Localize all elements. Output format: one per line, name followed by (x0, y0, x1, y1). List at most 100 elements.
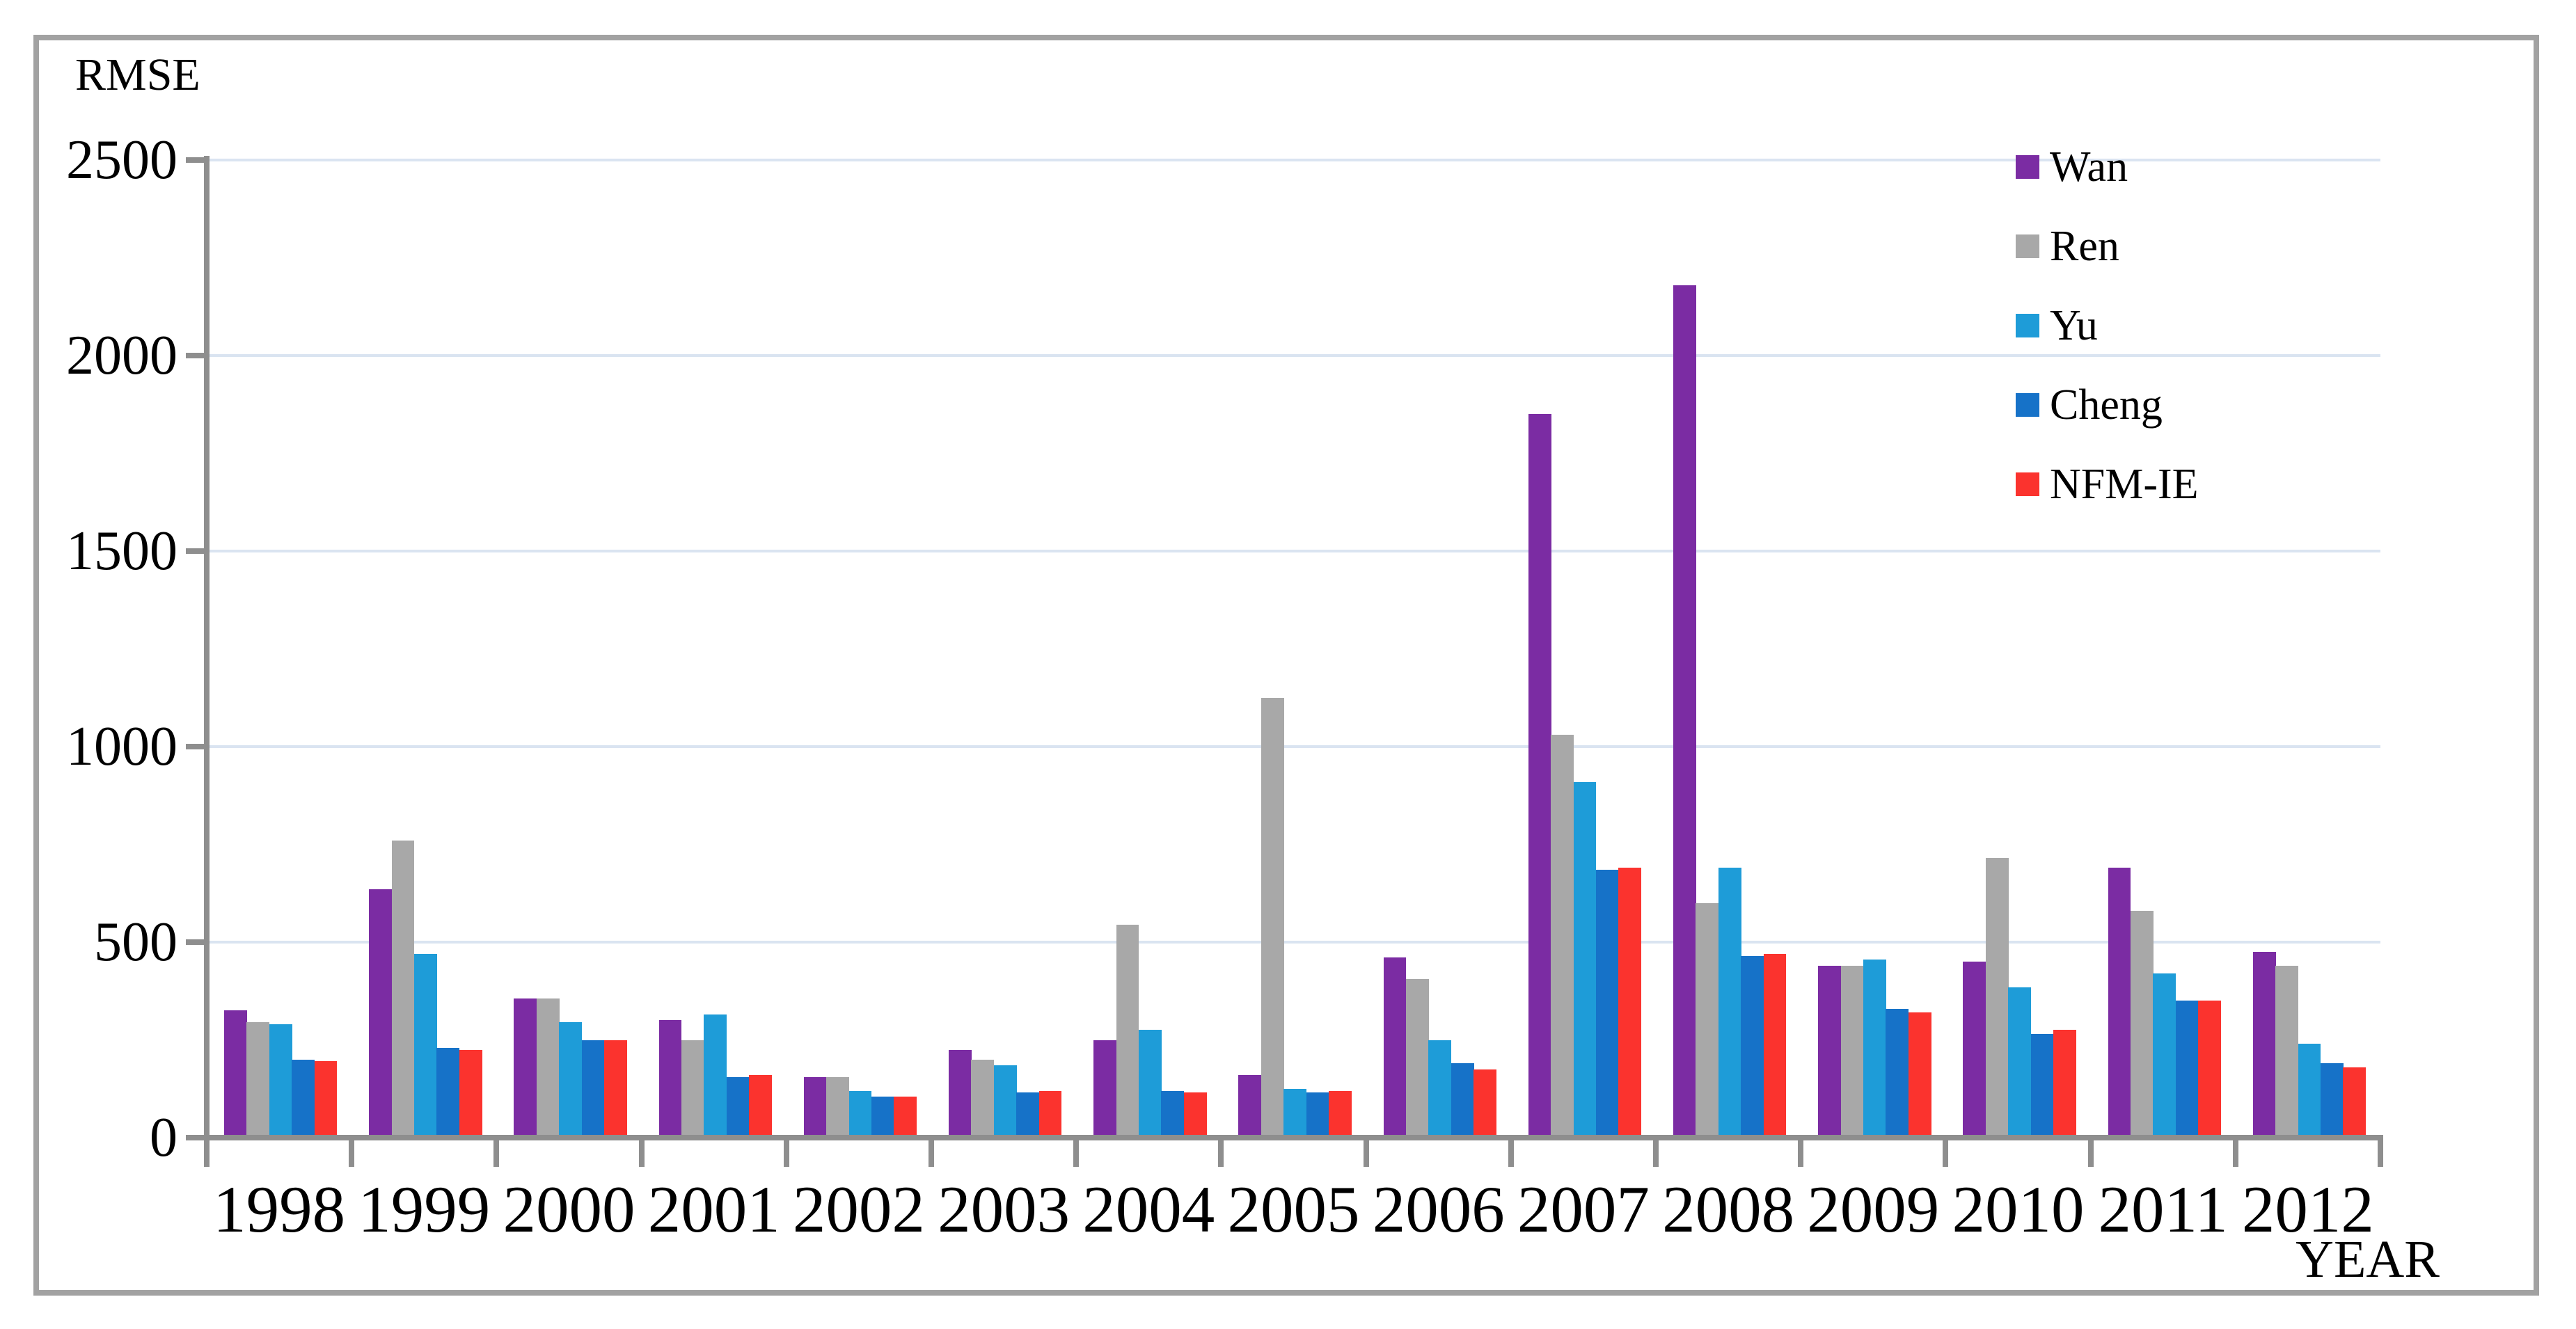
legend-label-Wan: Wan (2050, 143, 2128, 191)
x-category-label-2011: 2011 (2098, 1172, 2228, 1246)
x-category-label-1999: 1999 (358, 1172, 491, 1246)
x-category-label-2002: 2002 (792, 1172, 925, 1246)
bar-Wan-2000 (514, 998, 537, 1138)
y-tick-label-0: 0 (150, 1107, 177, 1168)
bar-Cheng-2009 (1886, 1008, 1909, 1138)
bar-NFM-IE-1999 (459, 1049, 482, 1138)
y-tick-label-2500: 2500 (66, 129, 177, 191)
bar-Cheng-2012 (2321, 1063, 2344, 1138)
bar-Wan-2007 (1528, 414, 1551, 1138)
bar-NFM-IE-1998 (314, 1061, 338, 1138)
x-axis-tick-3 (638, 1140, 645, 1167)
bar-Yu-2005 (1283, 1088, 1307, 1138)
gridline-2000 (207, 354, 2380, 357)
x-axis-tick-2 (493, 1140, 500, 1167)
legend-swatch-Yu (2016, 314, 2039, 337)
bar-Cheng-2010 (2030, 1034, 2054, 1138)
legend-label-Yu: Yu (2050, 302, 2098, 349)
x-category-label-2012: 2012 (2241, 1172, 2374, 1246)
bar-Ren-2001 (681, 1040, 704, 1138)
bar-NFM-IE-2008 (1763, 953, 1787, 1138)
x-axis-baseline (204, 1135, 2383, 1140)
y-tick-label-500: 500 (94, 912, 177, 973)
bar-NFM-IE-2000 (604, 1040, 627, 1138)
legend-item-Ren: Ren (2016, 222, 2119, 271)
bar-NFM-IE-2012 (2343, 1067, 2366, 1138)
bar-NFM-IE-2003 (1038, 1090, 1062, 1138)
x-axis-tick-10 (1653, 1140, 1659, 1167)
bar-NFM-IE-2007 (1618, 868, 1642, 1138)
x-category-label-2008: 2008 (1662, 1172, 1795, 1246)
y-axis-tick-2500 (186, 157, 207, 163)
bar-Cheng-2006 (1451, 1063, 1474, 1138)
gridline-500 (207, 941, 2380, 944)
bar-Wan-1999 (369, 889, 393, 1138)
x-axis-title: YEAR (2296, 1230, 2440, 1289)
x-category-label-2010: 2010 (1952, 1172, 2085, 1246)
bar-Wan-2009 (1818, 965, 1842, 1138)
bar-NFM-IE-2010 (2053, 1030, 2076, 1138)
x-axis-tick-1 (349, 1140, 355, 1167)
x-category-label-2001: 2001 (647, 1172, 780, 1246)
bar-Yu-1998 (269, 1024, 292, 1138)
bar-NFM-IE-2004 (1183, 1092, 1207, 1138)
bar-Wan-2002 (803, 1076, 827, 1138)
y-axis-title: RMSE (75, 49, 200, 100)
bar-Yu-2001 (704, 1014, 727, 1138)
bar-Cheng-2007 (1596, 870, 1619, 1138)
bar-NFM-IE-2006 (1473, 1069, 1497, 1138)
bar-Yu-1999 (414, 953, 437, 1138)
bar-NFM-IE-2011 (2198, 1001, 2222, 1138)
bar-Wan-2004 (1093, 1040, 1117, 1138)
legend-swatch-NFM-IE (2016, 472, 2039, 496)
bar-NFM-IE-2005 (1329, 1090, 1352, 1138)
bar-Wan-2010 (1963, 962, 1986, 1138)
x-axis-tick-15 (2378, 1140, 2383, 1167)
bar-Cheng-1999 (436, 1047, 460, 1138)
bar-Cheng-2004 (1161, 1090, 1185, 1138)
legend-label-Ren: Ren (2050, 223, 2119, 270)
x-axis-tick-7 (1218, 1140, 1224, 1167)
bar-Wan-1998 (224, 1010, 247, 1138)
gridline-2500 (207, 159, 2380, 161)
bar-Wan-2001 (658, 1020, 682, 1138)
x-category-label-2007: 2007 (1517, 1172, 1650, 1246)
x-axis-tick-5 (929, 1140, 934, 1167)
legend-swatch-Wan (2016, 155, 2039, 179)
x-category-label-2005: 2005 (1227, 1172, 1360, 1246)
legend-label-Cheng: Cheng (2050, 381, 2163, 429)
bar-Ren-2003 (971, 1059, 995, 1138)
x-category-label-2009: 2009 (1807, 1172, 1940, 1246)
legend-item-Cheng: Cheng (2016, 381, 2163, 429)
y-tick-label-1000: 1000 (66, 716, 177, 777)
bar-Ren-2011 (2131, 911, 2154, 1138)
y-axis-tick-1500 (186, 548, 207, 554)
bar-Ren-2006 (1406, 979, 1429, 1138)
y-tick-label-2000: 2000 (66, 325, 177, 386)
legend-item-Wan: Wan (2016, 143, 2128, 191)
x-axis-tick-9 (1508, 1140, 1514, 1167)
bar-Ren-2008 (1696, 902, 1719, 1138)
x-category-label-2006: 2006 (1372, 1172, 1505, 1246)
bar-Ren-1999 (391, 840, 415, 1138)
bar-NFM-IE-2001 (749, 1075, 773, 1138)
gridline-1000 (207, 745, 2380, 748)
bar-Yu-2010 (2008, 987, 2032, 1138)
x-axis-tick-6 (1073, 1140, 1080, 1167)
bar-NFM-IE-2002 (894, 1096, 917, 1138)
y-axis-tick-0 (186, 1135, 207, 1140)
bar-Yu-2003 (993, 1065, 1017, 1138)
bar-Wan-2012 (2252, 952, 2276, 1138)
bar-Cheng-2002 (871, 1096, 894, 1138)
x-category-label-1998: 1998 (213, 1172, 346, 1246)
y-axis-tick-2000 (186, 353, 207, 358)
gridline-1500 (207, 550, 2380, 552)
x-axis-tick-14 (2232, 1140, 2238, 1167)
bar-Wan-2003 (949, 1049, 972, 1138)
x-category-label-2003: 2003 (938, 1172, 1070, 1246)
bar-Ren-1998 (246, 1022, 270, 1138)
bar-Cheng-1998 (292, 1059, 315, 1138)
bar-Yu-2009 (1863, 960, 1886, 1138)
bar-Wan-2011 (2108, 868, 2131, 1138)
x-axis-tick-8 (1363, 1140, 1369, 1167)
